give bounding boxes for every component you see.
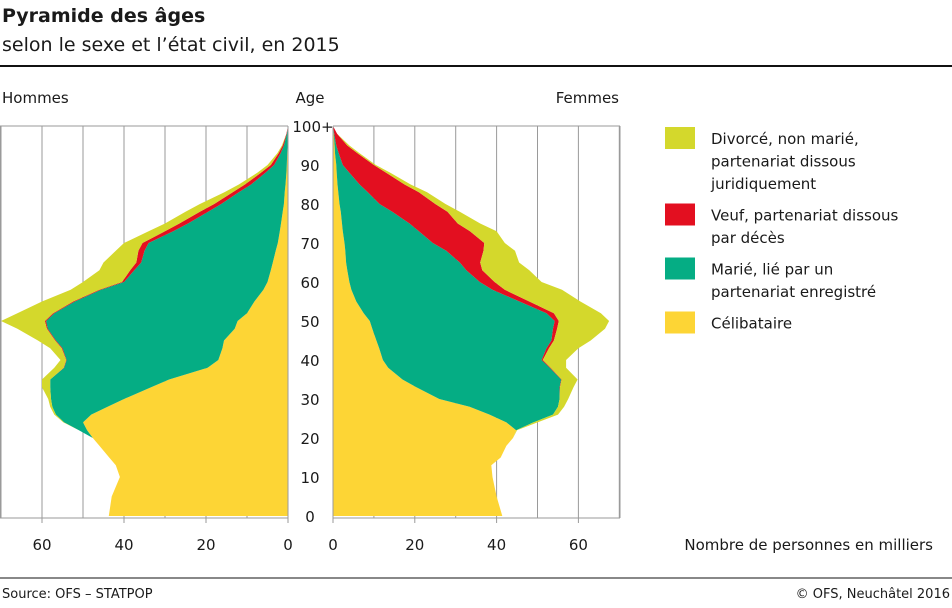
- women-widowed-area: [333, 126, 562, 516]
- legend-label-divorced: Divorcé, non marié,: [711, 130, 859, 148]
- x-tick-label-women: 0: [328, 536, 338, 554]
- y-tick-label: 100+: [292, 118, 333, 136]
- y-tick-label: 30: [300, 391, 319, 409]
- y-tick-label: 80: [300, 196, 319, 214]
- legend-swatch-married: [665, 257, 695, 280]
- x-tick-label-men: 20: [196, 536, 215, 554]
- y-tick-label: 60: [300, 274, 319, 292]
- chart-title: Pyramide des âges: [2, 5, 205, 27]
- women-single-area: [333, 126, 517, 516]
- legend-label-widowed: Veuf, partenariat dissous: [711, 207, 899, 225]
- chart-areas: [1, 126, 610, 516]
- y-tick-label: 10: [300, 469, 319, 487]
- legend-label-married: Marié, lié par un: [711, 261, 833, 279]
- x-tick-label-women: 20: [405, 536, 424, 554]
- men-single-area: [83, 126, 288, 516]
- legend-swatch-divorced: [665, 127, 695, 149]
- y-tick-label: 20: [300, 430, 319, 448]
- x-tick-label-men: 0: [283, 536, 293, 554]
- legend-label-married: partenariat enregistré: [711, 283, 876, 301]
- right-panel-label: Femmes: [556, 89, 619, 107]
- y-tick-label: 0: [305, 508, 315, 526]
- y-tick-label: 90: [300, 157, 319, 175]
- x-tick-label-men: 60: [32, 536, 51, 554]
- legend-label-divorced: juridiquement: [710, 175, 816, 193]
- men-married-area: [46, 126, 288, 516]
- legend-label-widowed: par décès: [711, 229, 785, 247]
- x-tick-label-women: 40: [487, 536, 506, 554]
- x-tick-label-men: 40: [114, 536, 133, 554]
- y-tick-label: 70: [300, 235, 319, 253]
- legend-label-single: Célibataire: [711, 315, 792, 333]
- legend: Divorcé, non marié, partenariat dissous ju…: [665, 127, 899, 334]
- y-axis-label: Age: [295, 89, 324, 107]
- x-axis-label: Nombre de personnes en milliers: [684, 536, 933, 554]
- chart-subtitle: selon le sexe et l’état civil, en 2015: [2, 34, 340, 56]
- legend-swatch-widowed: [665, 203, 695, 226]
- women-married-area: [333, 126, 562, 516]
- left-panel-label: Hommes: [2, 89, 69, 107]
- source-text: Source: OFS – STATPOP: [2, 587, 153, 602]
- legend-label-divorced: partenariat dissous: [711, 153, 856, 171]
- y-tick-label: 50: [300, 313, 319, 331]
- x-tick-label-women: 60: [569, 536, 588, 554]
- copyright-text: © OFS, Neuchâtel 2016: [796, 587, 950, 602]
- y-tick-label: 40: [300, 352, 319, 370]
- legend-swatch-single: [665, 311, 695, 334]
